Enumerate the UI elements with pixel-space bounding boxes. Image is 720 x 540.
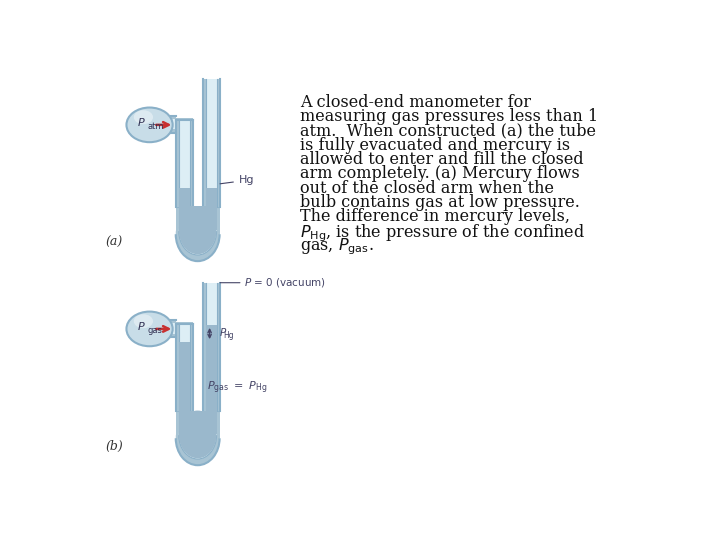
Bar bbox=[179, 206, 217, 231]
Ellipse shape bbox=[179, 410, 217, 458]
Bar bbox=[149, 116, 176, 132]
Bar bbox=[179, 120, 189, 207]
Bar bbox=[206, 283, 217, 411]
Bar bbox=[206, 188, 217, 207]
Ellipse shape bbox=[127, 312, 173, 346]
Bar bbox=[176, 325, 193, 411]
Text: atm.  When constructed (a) the tube: atm. When constructed (a) the tube bbox=[300, 123, 595, 139]
Text: $P_{\rm Hg}$, is the pressure of the confined: $P_{\rm Hg}$, is the pressure of the con… bbox=[300, 222, 585, 244]
Ellipse shape bbox=[176, 411, 220, 465]
Text: Hg: Hg bbox=[220, 176, 254, 185]
Text: atm: atm bbox=[148, 122, 163, 131]
Bar bbox=[203, 283, 220, 411]
Bar bbox=[203, 79, 220, 207]
Bar bbox=[179, 325, 189, 411]
Text: measuring gas pressures less than 1: measuring gas pressures less than 1 bbox=[300, 109, 598, 125]
Text: $P$: $P$ bbox=[219, 326, 227, 338]
Ellipse shape bbox=[134, 314, 153, 328]
Bar bbox=[206, 79, 217, 207]
Bar bbox=[176, 411, 220, 438]
Bar bbox=[179, 410, 217, 434]
Text: Hg: Hg bbox=[223, 330, 234, 340]
Bar bbox=[206, 325, 217, 411]
Ellipse shape bbox=[176, 207, 220, 261]
Bar bbox=[149, 323, 176, 334]
Text: The difference in mercury levels,: The difference in mercury levels, bbox=[300, 208, 570, 225]
Bar bbox=[149, 320, 176, 336]
Text: (a): (a) bbox=[106, 236, 123, 249]
Bar bbox=[179, 410, 217, 435]
Bar bbox=[176, 120, 193, 207]
Text: is fully evacuated and mercury is: is fully evacuated and mercury is bbox=[300, 137, 570, 154]
Ellipse shape bbox=[134, 110, 153, 124]
Bar bbox=[176, 118, 193, 120]
Text: arm completely. (a) Mercury flows: arm completely. (a) Mercury flows bbox=[300, 165, 580, 183]
Ellipse shape bbox=[179, 206, 217, 254]
Text: $P$: $P$ bbox=[137, 116, 145, 128]
Text: bulb contains gas at low pressure.: bulb contains gas at low pressure. bbox=[300, 194, 580, 211]
Text: $P$: $P$ bbox=[137, 320, 145, 332]
Bar bbox=[149, 119, 176, 130]
Text: allowed to enter and fill the closed: allowed to enter and fill the closed bbox=[300, 151, 583, 168]
Ellipse shape bbox=[179, 207, 217, 255]
Bar bbox=[179, 206, 217, 231]
Bar bbox=[176, 207, 220, 234]
Text: $P$ = 0 (vacuum): $P$ = 0 (vacuum) bbox=[244, 276, 326, 289]
Bar bbox=[179, 188, 189, 207]
Text: A closed-end manometer for: A closed-end manometer for bbox=[300, 94, 531, 111]
Text: $P_{\rm gas}\ =\ P_{\rm Hg}$: $P_{\rm gas}\ =\ P_{\rm Hg}$ bbox=[207, 380, 268, 396]
Text: gas, $P_{\rm gas}$.: gas, $P_{\rm gas}$. bbox=[300, 237, 374, 257]
Text: gas: gas bbox=[148, 326, 162, 335]
Text: (b): (b) bbox=[106, 440, 123, 453]
Bar bbox=[179, 342, 189, 411]
Bar bbox=[176, 322, 193, 325]
Ellipse shape bbox=[127, 107, 173, 142]
Text: out of the closed arm when the: out of the closed arm when the bbox=[300, 179, 554, 197]
Ellipse shape bbox=[179, 411, 217, 459]
